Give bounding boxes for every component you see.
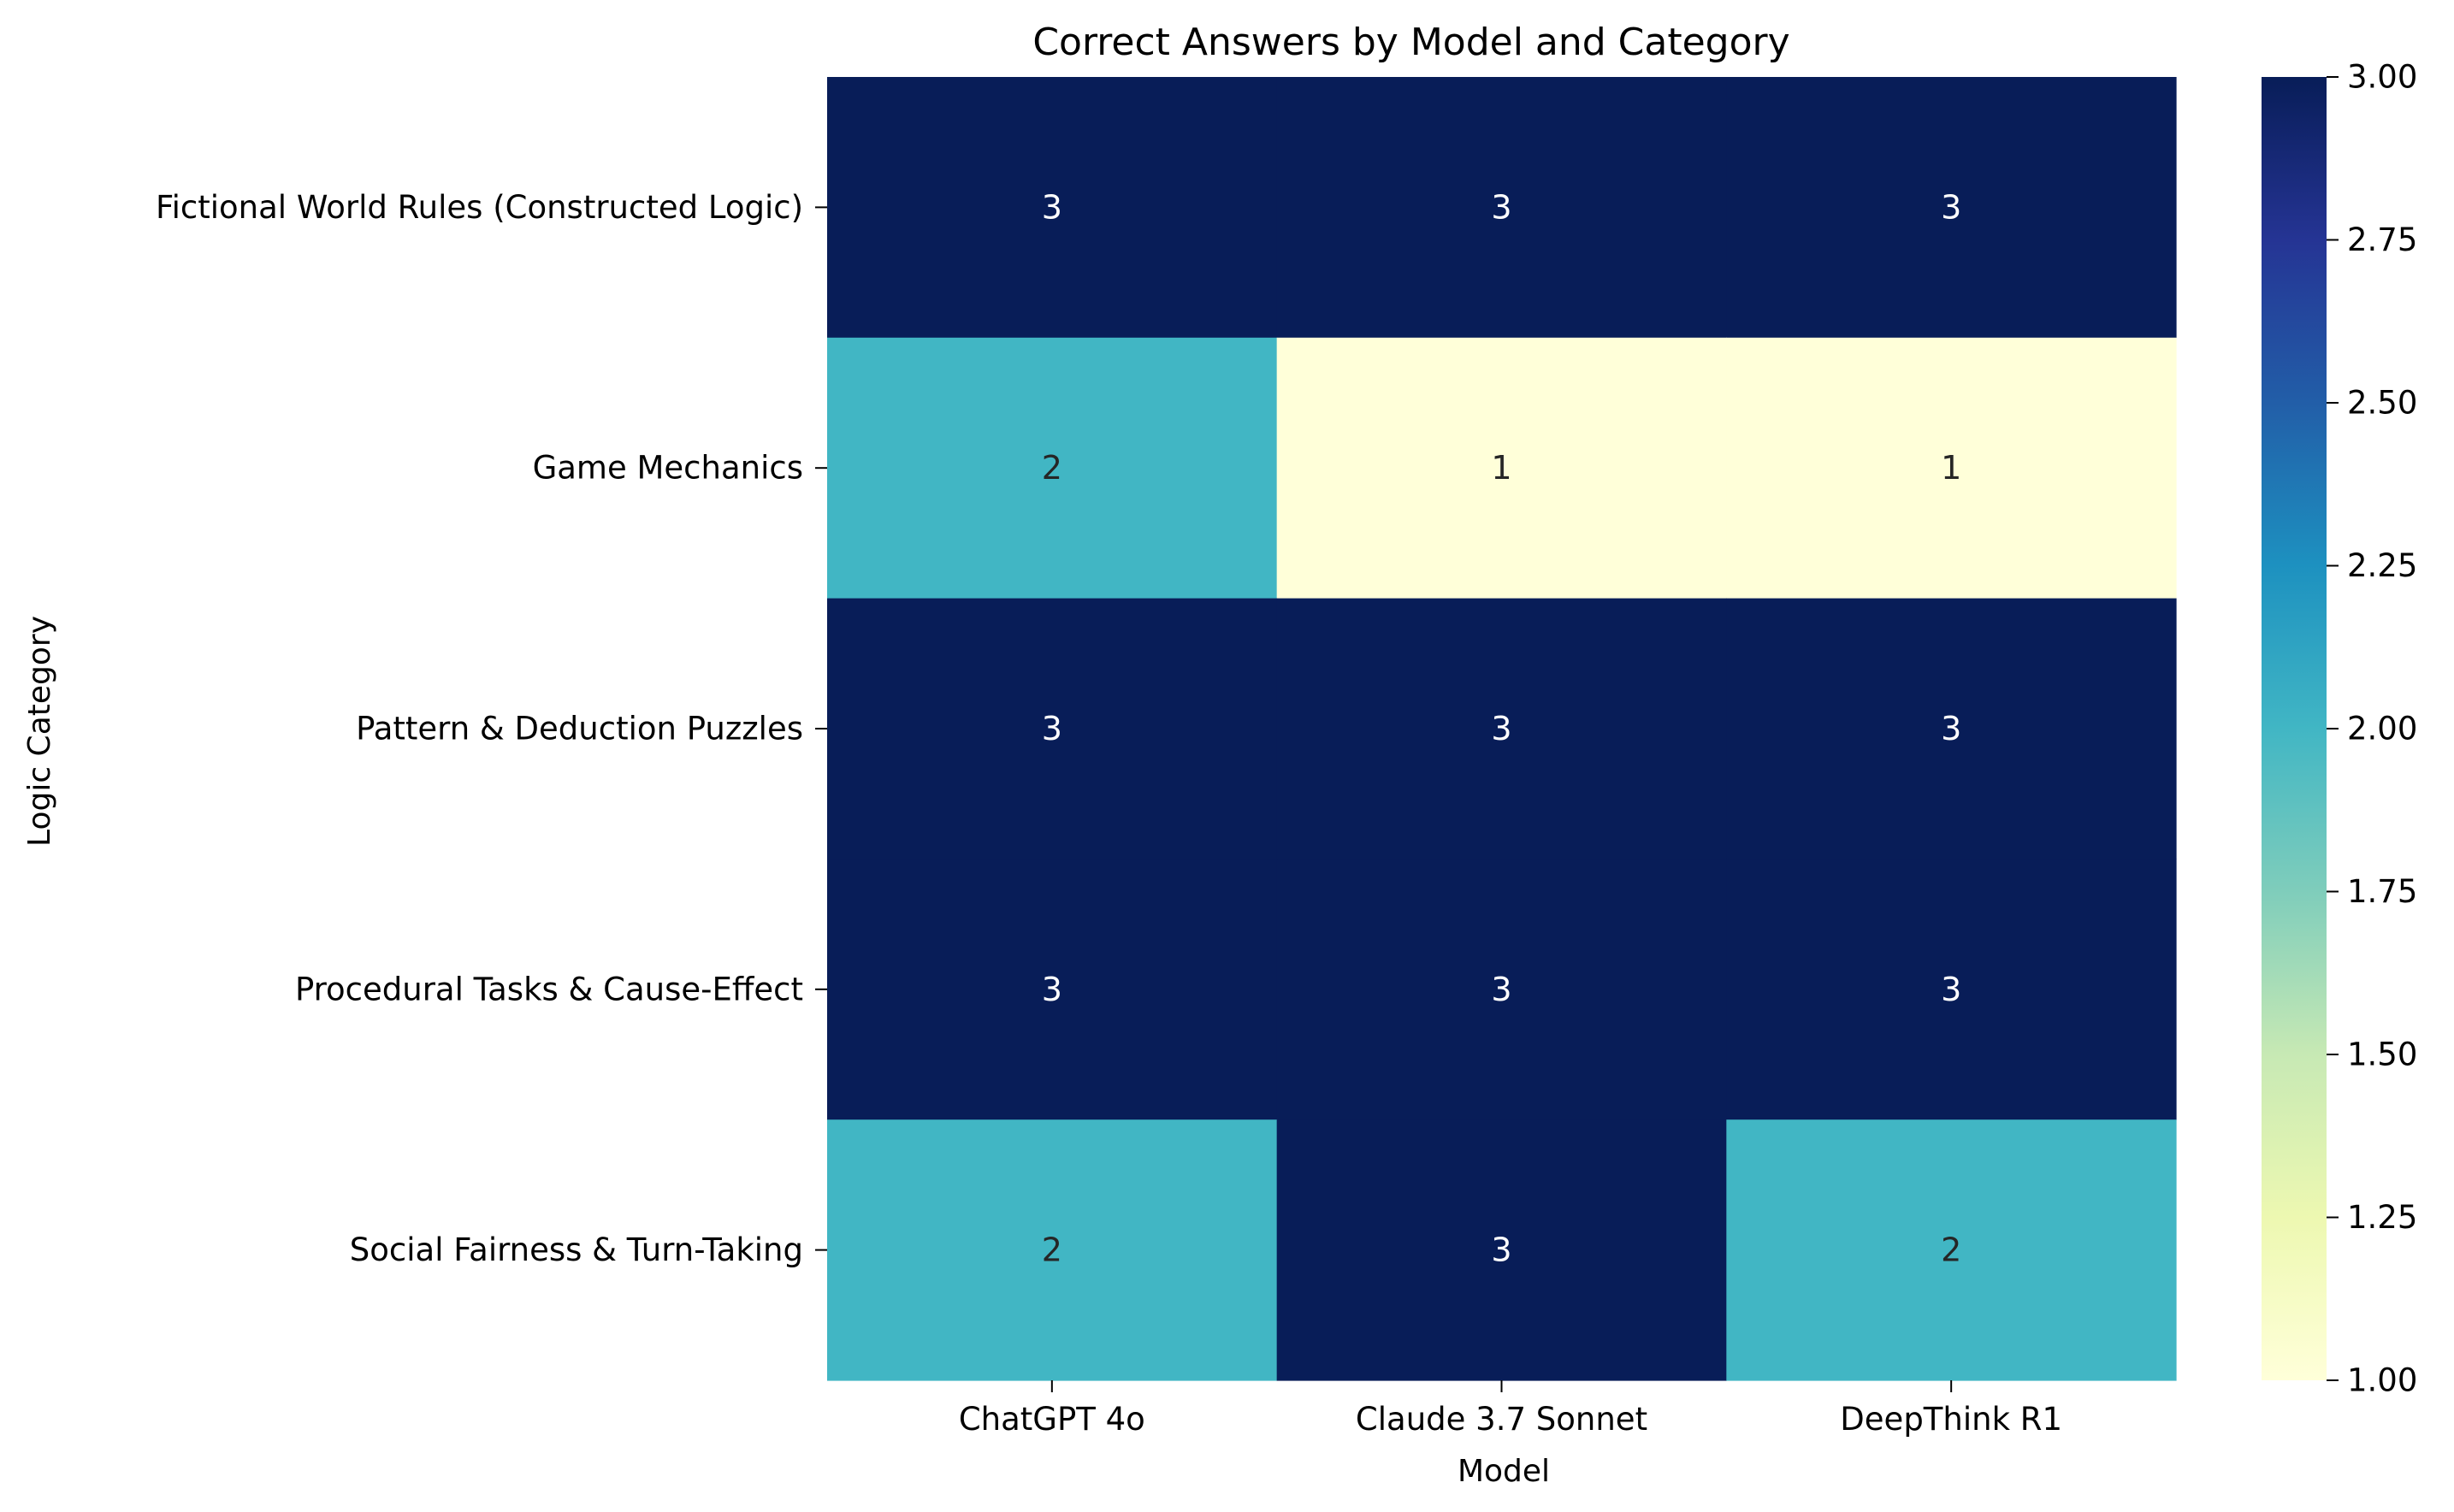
heatmap-cell bbox=[1726, 859, 2177, 1120]
heatmap-cell bbox=[1276, 77, 1727, 339]
cell-value-label: 2 bbox=[1042, 1231, 1062, 1269]
cell-value-label: 3 bbox=[1941, 710, 1961, 747]
x-tick-label: Claude 3.7 Sonnet bbox=[1356, 1401, 1647, 1438]
cell-value-label: 3 bbox=[1042, 971, 1062, 1008]
heatmap-cell bbox=[827, 859, 1278, 1120]
y-tick-label: Game Mechanics bbox=[533, 450, 803, 487]
y-tick-label: Pattern & Deduction Puzzles bbox=[356, 711, 803, 747]
heatmap-cell bbox=[827, 77, 1278, 339]
colorbar bbox=[2262, 77, 2327, 1380]
colorbar-ticks: 1.00 1.25 1.50 1.75 2.00 2.25 2.50 2.75 3.00 bbox=[2327, 59, 2417, 1399]
cell-value-label: 3 bbox=[1042, 188, 1062, 226]
colorbar-tick-label: 2.75 bbox=[2347, 221, 2417, 258]
colorbar-tick-label: 2.00 bbox=[2347, 711, 2417, 747]
cell-value-label: 1 bbox=[1941, 449, 1961, 487]
colorbar-tick-label: 1.50 bbox=[2347, 1037, 2417, 1073]
heatmap-cell bbox=[827, 337, 1278, 599]
heatmap-cell bbox=[827, 598, 1278, 859]
chart-title: Correct Answers by Model and Category bbox=[1032, 21, 1789, 64]
cell-value-label: 3 bbox=[1042, 710, 1062, 747]
heatmap-cell bbox=[1726, 337, 2177, 599]
heatmap-cell bbox=[1276, 337, 1727, 599]
heatmap-cells bbox=[827, 77, 2177, 1381]
y-tick-label: Procedural Tasks & Cause-Effect bbox=[295, 971, 803, 1007]
y-tick-label: Fictional World Rules (Constructed Logic… bbox=[156, 189, 803, 226]
colorbar-tick-label: 1.00 bbox=[2347, 1362, 2417, 1399]
colorbar-tick-label: 1.25 bbox=[2347, 1199, 2417, 1236]
y-tick-label: Social Fairness & Turn-Taking bbox=[350, 1231, 803, 1268]
y-axis-label: Logic Category bbox=[22, 616, 57, 847]
cell-value-label: 3 bbox=[1941, 971, 1961, 1008]
cell-value-label: 3 bbox=[1491, 188, 1511, 226]
cell-value-label: 3 bbox=[1491, 971, 1511, 1008]
colorbar-tick-label: 1.75 bbox=[2347, 873, 2417, 910]
cell-value-label: 3 bbox=[1491, 710, 1511, 747]
x-tick-label: ChatGPT 4o bbox=[959, 1401, 1145, 1438]
x-axis-ticks: ChatGPT 4o Claude 3.7 Sonnet DeepThink R1 bbox=[959, 1380, 2062, 1438]
cell-value-label: 2 bbox=[1042, 449, 1062, 487]
heatmap-cell bbox=[1726, 1119, 2177, 1381]
colorbar-tick-label: 3.00 bbox=[2347, 59, 2417, 96]
heatmap-cell bbox=[1726, 598, 2177, 859]
heatmap-cell bbox=[1276, 1119, 1727, 1381]
cell-value-label: 3 bbox=[1491, 1231, 1511, 1269]
cell-value-label: 3 bbox=[1941, 188, 1961, 226]
heatmap-cell bbox=[1726, 77, 2177, 339]
heatmap-cell bbox=[1276, 598, 1727, 859]
x-tick-label: DeepThink R1 bbox=[1840, 1401, 2062, 1438]
y-axis-ticks: Fictional World Rules (Constructed Logic… bbox=[156, 189, 827, 1268]
heatmap-cell bbox=[1276, 859, 1727, 1120]
colorbar-tick-label: 2.25 bbox=[2347, 547, 2417, 584]
cell-value-label: 1 bbox=[1491, 449, 1511, 487]
colorbar-tick-label: 2.50 bbox=[2347, 385, 2417, 422]
cell-value-labels: 3 3 3 2 1 1 3 3 3 3 3 3 2 3 2 bbox=[1042, 188, 1962, 1268]
cell-value-label: 2 bbox=[1941, 1231, 1961, 1269]
x-axis-label: Model bbox=[1458, 1454, 1550, 1489]
heatmap-cell bbox=[827, 1119, 1278, 1381]
